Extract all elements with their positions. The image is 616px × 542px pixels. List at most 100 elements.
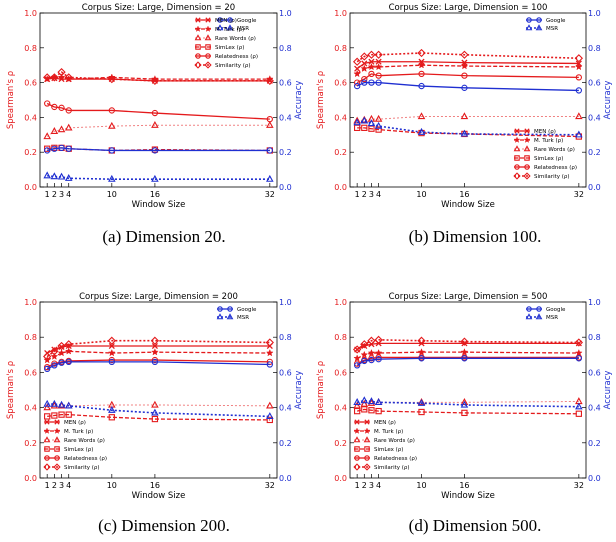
y-tick-label: 0.2: [334, 439, 347, 448]
x-tick-label: 16: [150, 190, 160, 199]
legend-label: MEN (ρ): [64, 420, 86, 426]
data-point: [43, 132, 51, 140]
y-tick-label: 0.8: [24, 44, 37, 53]
data-point: [461, 409, 468, 417]
y-tick-label: 1.0: [334, 9, 347, 18]
data-point: [50, 352, 59, 360]
series-line: [356, 339, 579, 351]
chart-title: Corpus Size: Large, Dimension = 500: [389, 292, 548, 302]
data-point: [417, 112, 426, 120]
data-point: [50, 127, 59, 134]
y-tick-label: 0.0: [24, 183, 37, 192]
y-tick-label: 0.0: [24, 474, 37, 483]
x-tick-label: 16: [459, 190, 469, 199]
legend-marker: [364, 455, 370, 461]
legend-marker: [54, 446, 60, 452]
series-line: [47, 71, 270, 82]
legend-marker: [514, 128, 520, 134]
data-point: [50, 401, 59, 409]
x-tick-label: 32: [265, 481, 275, 490]
y2-tick-label: 0.8: [588, 333, 601, 342]
legend-marker: [217, 17, 223, 23]
series-line: [356, 64, 579, 75]
series-line: [46, 339, 270, 358]
legend-marker: [353, 436, 361, 443]
legend-label: MSR: [546, 315, 558, 321]
legend-accuracy: Google MSR: [216, 306, 257, 321]
series-line: [356, 61, 579, 70]
legend-label: SimLex (ρ): [374, 447, 403, 453]
chart-title: Corpus Size: Large, Dimension = 100: [389, 3, 548, 13]
x-tick-label: 3: [59, 481, 64, 490]
y-tick-label: 0.0: [334, 474, 347, 483]
series-line: [356, 408, 579, 415]
data-point: [151, 342, 158, 350]
data-point: [51, 412, 58, 419]
data-point: [353, 354, 362, 362]
data-point: [374, 50, 383, 59]
legend-marker: [194, 61, 202, 69]
x-tick-label: 2: [52, 481, 57, 490]
data-point: [574, 338, 584, 347]
legend-accuracy: Google MSR: [525, 17, 566, 32]
data-point: [107, 74, 116, 84]
legend-label: Similarity (ρ): [215, 63, 251, 69]
legend-marker: [535, 313, 543, 320]
legend-marker: [353, 463, 361, 471]
plot-frame: [39, 12, 278, 188]
data-point: [64, 174, 73, 181]
data-point: [367, 50, 376, 59]
data-point: [150, 336, 160, 345]
data-point: [360, 396, 369, 404]
x-tick-label: 1: [355, 481, 360, 490]
data-point: [418, 82, 425, 90]
data-point: [43, 171, 51, 179]
series-line: [356, 81, 579, 92]
series-similarity: [352, 335, 584, 354]
plot-frame: [349, 12, 587, 188]
series-line: [46, 124, 270, 137]
legend-spearman: MEN (ρ) M. Turk (ρ) Rare Words (ρ) SimLex (…: [194, 17, 258, 69]
data-point: [361, 60, 368, 67]
data-point: [151, 120, 159, 128]
data-point: [367, 397, 376, 405]
y2-tick-label: 1.0: [588, 298, 601, 307]
data-point: [374, 114, 383, 122]
data-point: [417, 336, 426, 345]
legend-spearman: MEN (ρ) M. Turk (ρ) Rare Words (ρ) SimLex (…: [43, 419, 107, 471]
legend-marker: [43, 427, 51, 434]
legend-spearman: MEN (ρ) M. Turk (ρ) Rare Words (ρ) SimLex (…: [353, 419, 417, 471]
data-point: [57, 348, 66, 357]
data-point: [354, 65, 361, 72]
y2-axis-label: Accuracy: [294, 371, 304, 410]
data-point: [575, 402, 583, 410]
y2-tick-label: 0.4: [279, 113, 292, 122]
series-m-turk: [353, 61, 583, 78]
legend-marker: [205, 53, 211, 59]
data-point: [108, 405, 116, 413]
y-tick-label: 0.4: [334, 113, 347, 122]
legend-marker: [53, 427, 61, 434]
series-relatedness: [44, 100, 273, 123]
y2-axis-label: Accuracy: [603, 81, 613, 120]
x-tick-label: 2: [362, 190, 367, 199]
x-tick-label: 32: [574, 190, 584, 199]
series-line: [47, 147, 270, 152]
legend-accuracy: Google MSR: [216, 17, 257, 32]
legend-marker: [194, 25, 202, 32]
y-tick-label: 0.8: [24, 333, 37, 342]
legend-marker: [523, 136, 531, 143]
series-line: [46, 350, 270, 361]
legend-marker: [204, 25, 212, 32]
data-point: [417, 127, 426, 135]
y2-tick-label: 1.0: [279, 298, 292, 307]
y2-tick-label: 0.6: [279, 79, 292, 88]
plot-frame: [39, 301, 278, 479]
x-tick-label: 1: [45, 190, 50, 199]
legend-marker: [227, 17, 233, 23]
y-axis-label: Spearman's ρ: [316, 71, 326, 129]
data-point: [43, 352, 52, 361]
data-point: [360, 116, 369, 124]
series-rare-words: [353, 112, 583, 124]
